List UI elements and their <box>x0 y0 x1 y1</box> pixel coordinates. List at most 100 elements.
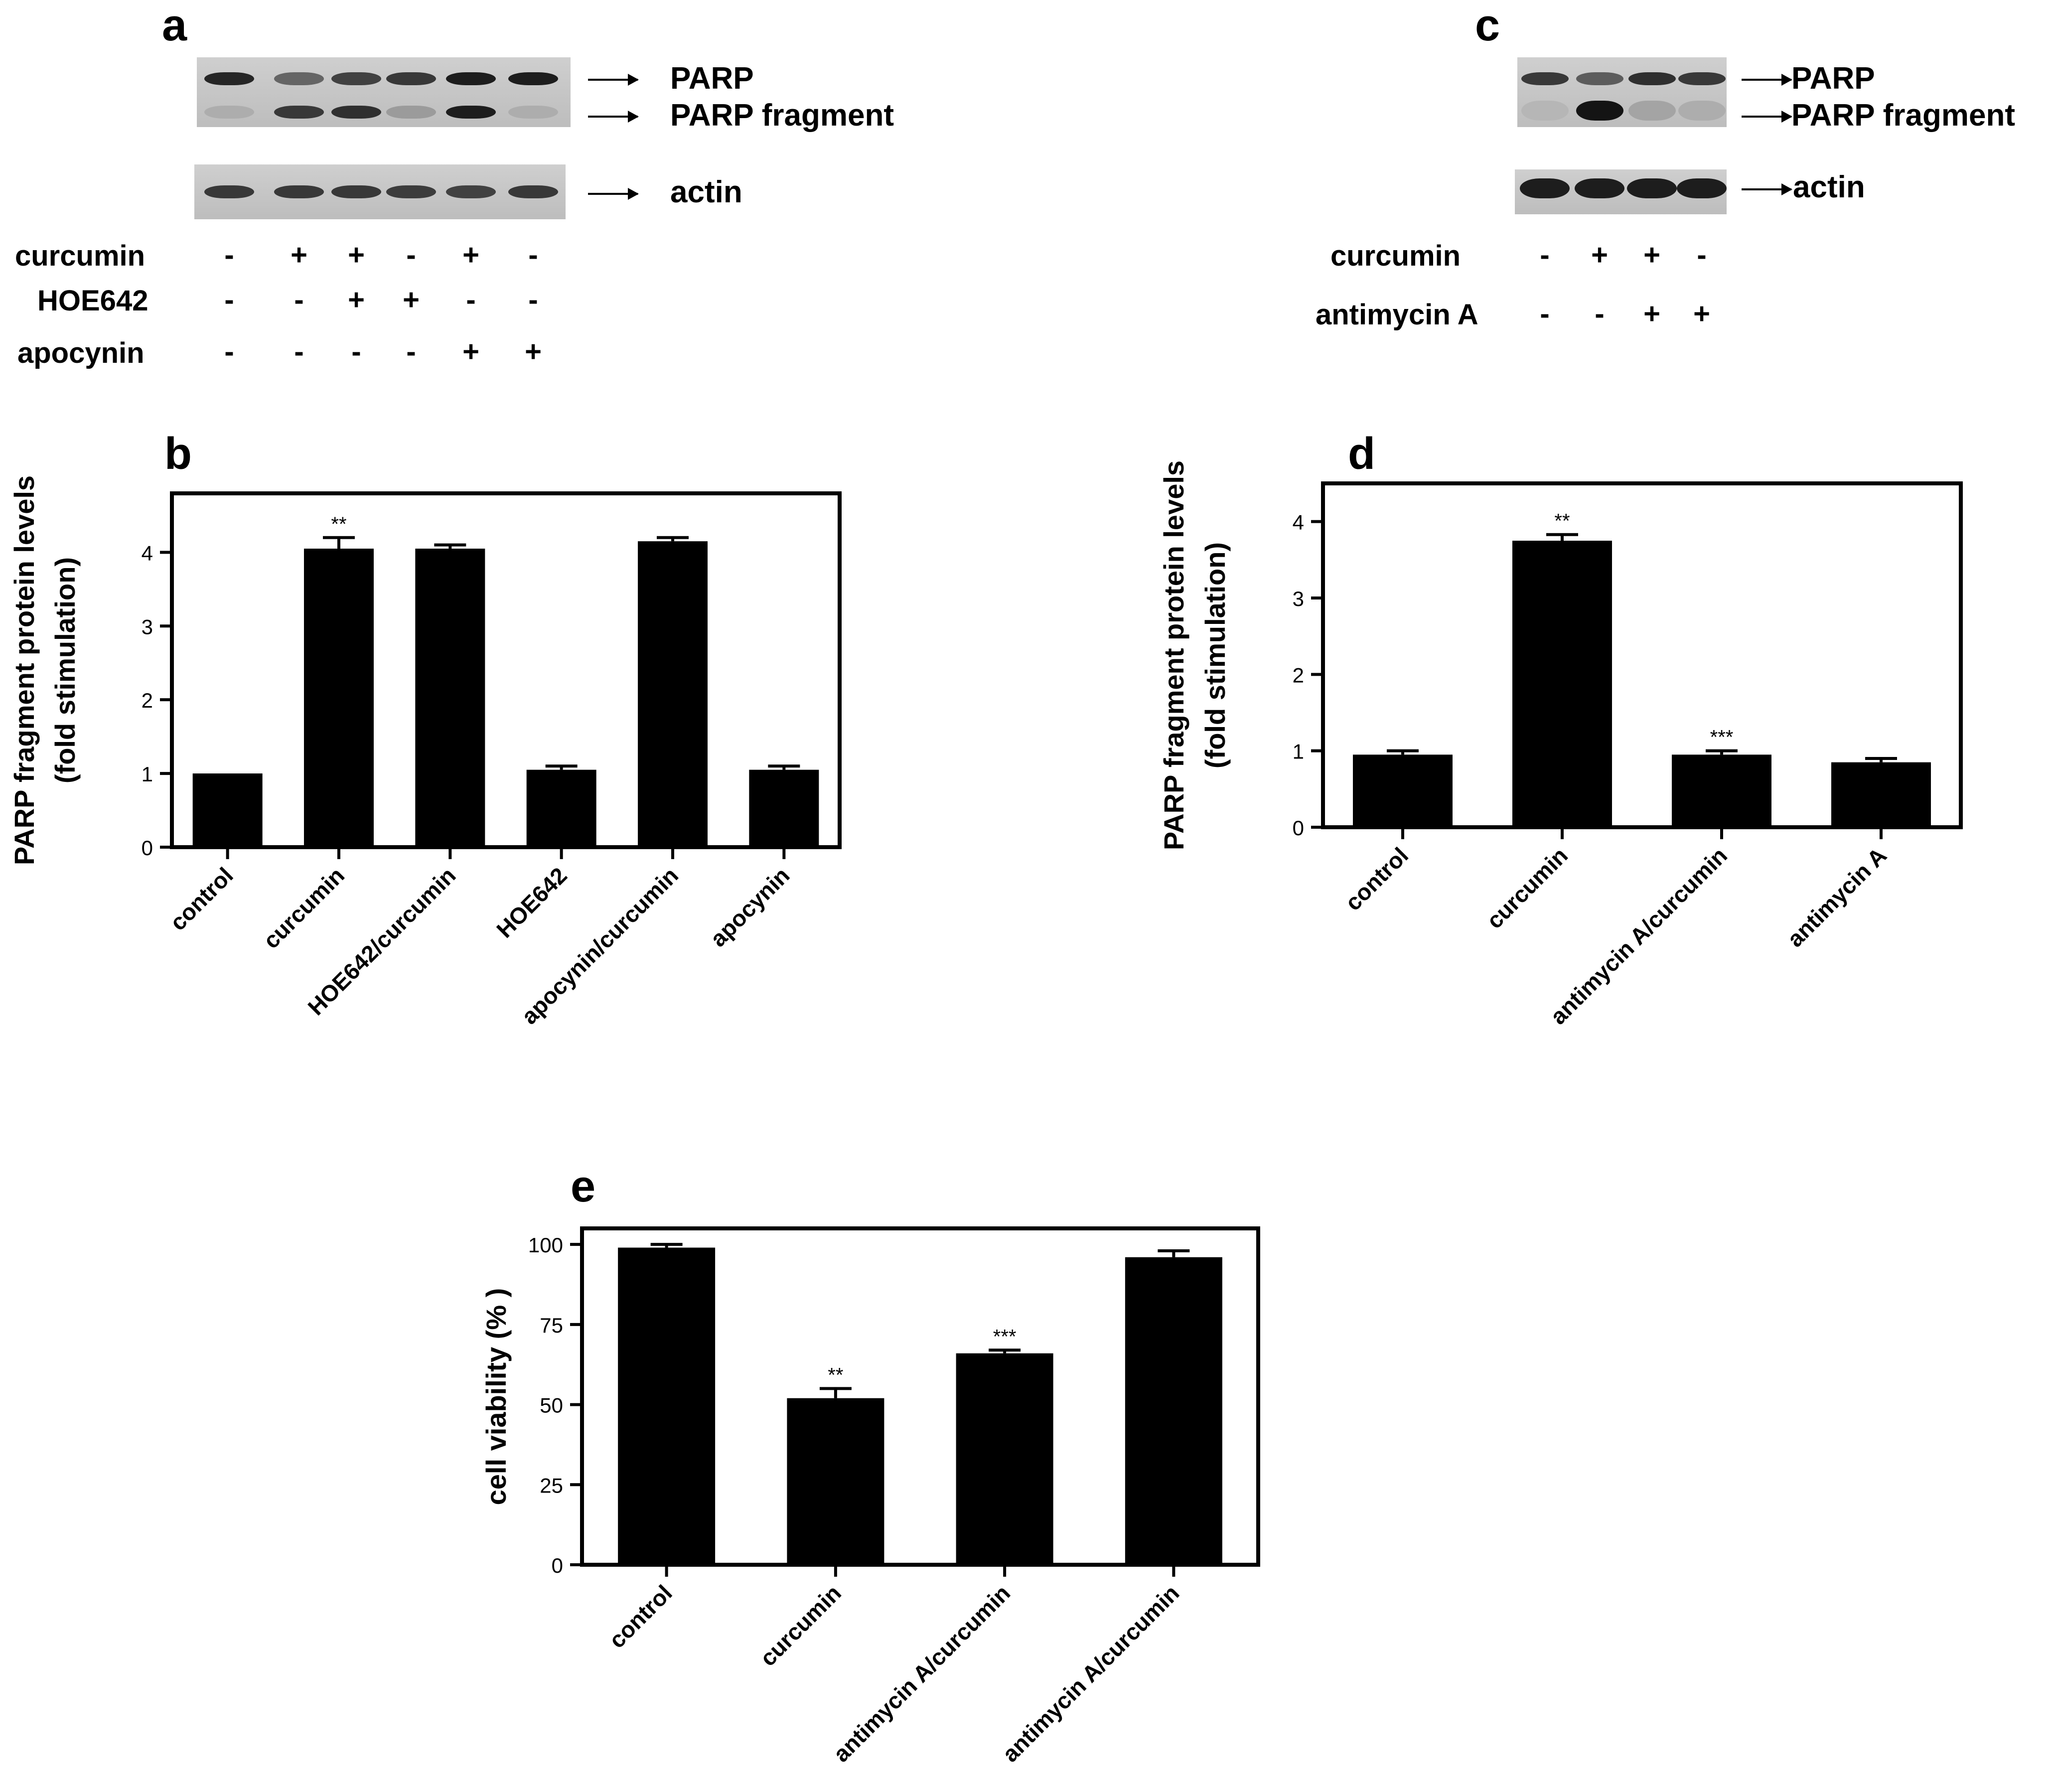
blot-a-band <box>331 185 381 198</box>
blot-a-band <box>274 106 324 119</box>
chart-d-ytick-label: 1 <box>1293 740 1304 763</box>
blot-c-sign: + <box>1693 298 1710 330</box>
blot-a-treatment-curcumin: curcumin <box>15 240 146 272</box>
chart-b-xtick-label: control <box>165 862 238 935</box>
blot-a-label-actin: actin <box>670 175 742 209</box>
chart-b-ytick-label: 0 <box>142 836 153 860</box>
blot-c-sign: - <box>1595 298 1605 330</box>
blot-c-sign: - <box>1697 239 1707 271</box>
chart-d-xtick-label: control <box>1340 842 1413 915</box>
blot-a-band <box>331 106 381 119</box>
chart-d-frame <box>1321 481 1963 829</box>
blot-a-sign: - <box>351 335 361 368</box>
blot-a-sign: + <box>348 284 365 316</box>
chart-b-ytick-label: 1 <box>142 762 153 786</box>
blot-c-band <box>1628 72 1676 85</box>
blot-a-sign: + <box>462 335 479 368</box>
chart-e-frame <box>580 1226 1260 1567</box>
chart-b-bar <box>415 548 485 847</box>
blot-a-band <box>204 185 254 198</box>
chart-e-bar <box>956 1353 1053 1565</box>
blot-c-band <box>1576 101 1623 121</box>
blot-a-band <box>274 72 324 85</box>
blot-a-sign: - <box>528 239 538 271</box>
chart-e-ytick-label: 25 <box>540 1474 563 1497</box>
chart-b-ytick-label: 3 <box>142 615 153 638</box>
blot-a-band <box>386 185 436 198</box>
chart-b-frame <box>170 491 842 849</box>
chart-e-significance: ** <box>828 1364 843 1386</box>
chart-d-ytick-label: 0 <box>1293 816 1304 840</box>
blot-a-sign: + <box>403 284 420 316</box>
blot-a-sign: - <box>294 284 304 316</box>
panel-letter-d: d <box>1348 429 1375 479</box>
blot-c-sign: + <box>1643 298 1660 330</box>
blot-a-sign: - <box>406 335 416 368</box>
chart-d-xtick-label: antimycin A/curcumin <box>1545 842 1732 1029</box>
panel-letter-a: a <box>162 0 187 50</box>
blot-a-parp-strip <box>197 57 571 127</box>
chart-d-ytick-label: 4 <box>1293 511 1304 534</box>
blot-c-label-parp: PARP <box>1791 61 1875 96</box>
chart-b-ytick-label: 2 <box>142 689 153 712</box>
chart-d-ylabel: PARP fragment protein levels <box>1158 460 1189 850</box>
blot-c-band <box>1677 178 1727 198</box>
chart-b-bar <box>638 541 708 847</box>
chart-b-xtick-label: HOE642 <box>491 862 572 943</box>
chart-e-ytick-label: 100 <box>528 1233 563 1257</box>
arrow-icon <box>1742 111 1792 123</box>
chart-e-significance: *** <box>993 1326 1017 1347</box>
chart-e-ylabel: cell viability (% ) <box>480 1288 512 1505</box>
chart-b-ylabel: PARP fragment protein levels <box>8 475 40 865</box>
blot-a-band <box>446 106 496 119</box>
chart-b-bar <box>192 773 263 847</box>
blot-a-band <box>204 72 254 85</box>
blot-c-band <box>1627 178 1677 198</box>
blot-c-sign: - <box>1540 239 1550 271</box>
blot-a-band <box>446 72 496 85</box>
chart-b-ylabel-2: (fold stimulation) <box>49 557 81 783</box>
blot-c-band <box>1521 101 1569 121</box>
blot-c-sign: + <box>1643 239 1660 271</box>
blot-a-sign: - <box>224 239 234 271</box>
blot-a-sign: - <box>406 239 416 271</box>
arrow-icon <box>588 74 639 86</box>
blot-c-band <box>1678 101 1726 121</box>
chart-b-bar <box>304 548 374 847</box>
blot-a-sign: - <box>294 335 304 368</box>
chart-e-xtick-label: antimycin A/curcumin <box>828 1580 1015 1767</box>
blot-c-band <box>1575 178 1624 198</box>
blot-a-sign: - <box>466 284 476 316</box>
chart-e-bar <box>618 1247 716 1565</box>
blot-a-treatment-hoe642: HOE642 <box>37 285 148 317</box>
blot-c-sign: - <box>1540 298 1550 330</box>
chart-e-bar <box>787 1398 884 1565</box>
blot-a-band <box>204 106 254 119</box>
arrow-icon <box>588 188 639 200</box>
chart-e-ytick-label: 50 <box>540 1394 563 1417</box>
blot-a-label-parp-fragment: PARP fragment <box>670 98 894 133</box>
chart-d-xtick-label: antimycin A <box>1782 842 1892 952</box>
blot-a-label-parp: PARP <box>670 61 754 96</box>
blot-c-band <box>1678 72 1726 85</box>
blot-c-label-parp-fragment: PARP fragment <box>1791 98 2016 133</box>
blot-a-band <box>386 72 436 85</box>
blot-a-band <box>508 106 558 119</box>
chart-e-xtick-label: control <box>604 1580 677 1653</box>
panel-letter-b: b <box>164 429 192 479</box>
chart-d-bar <box>1353 754 1453 827</box>
chart-d-bar <box>1831 762 1931 827</box>
blot-c-treatment-curcumin: curcumin <box>1330 240 1461 272</box>
arrow-icon <box>1742 74 1792 86</box>
chart-d-significance: *** <box>1710 727 1734 748</box>
panel-letter-e: e <box>571 1162 596 1211</box>
blot-a-sign: - <box>528 284 538 316</box>
arrow-icon <box>1742 183 1792 195</box>
blot-a-band <box>386 106 436 119</box>
chart-d-bar <box>1672 754 1771 827</box>
chart-d-ytick-label: 2 <box>1293 663 1304 687</box>
blot-a-band <box>274 185 324 198</box>
blot-c-sign: + <box>1591 239 1608 271</box>
chart-b-bar <box>749 769 819 847</box>
